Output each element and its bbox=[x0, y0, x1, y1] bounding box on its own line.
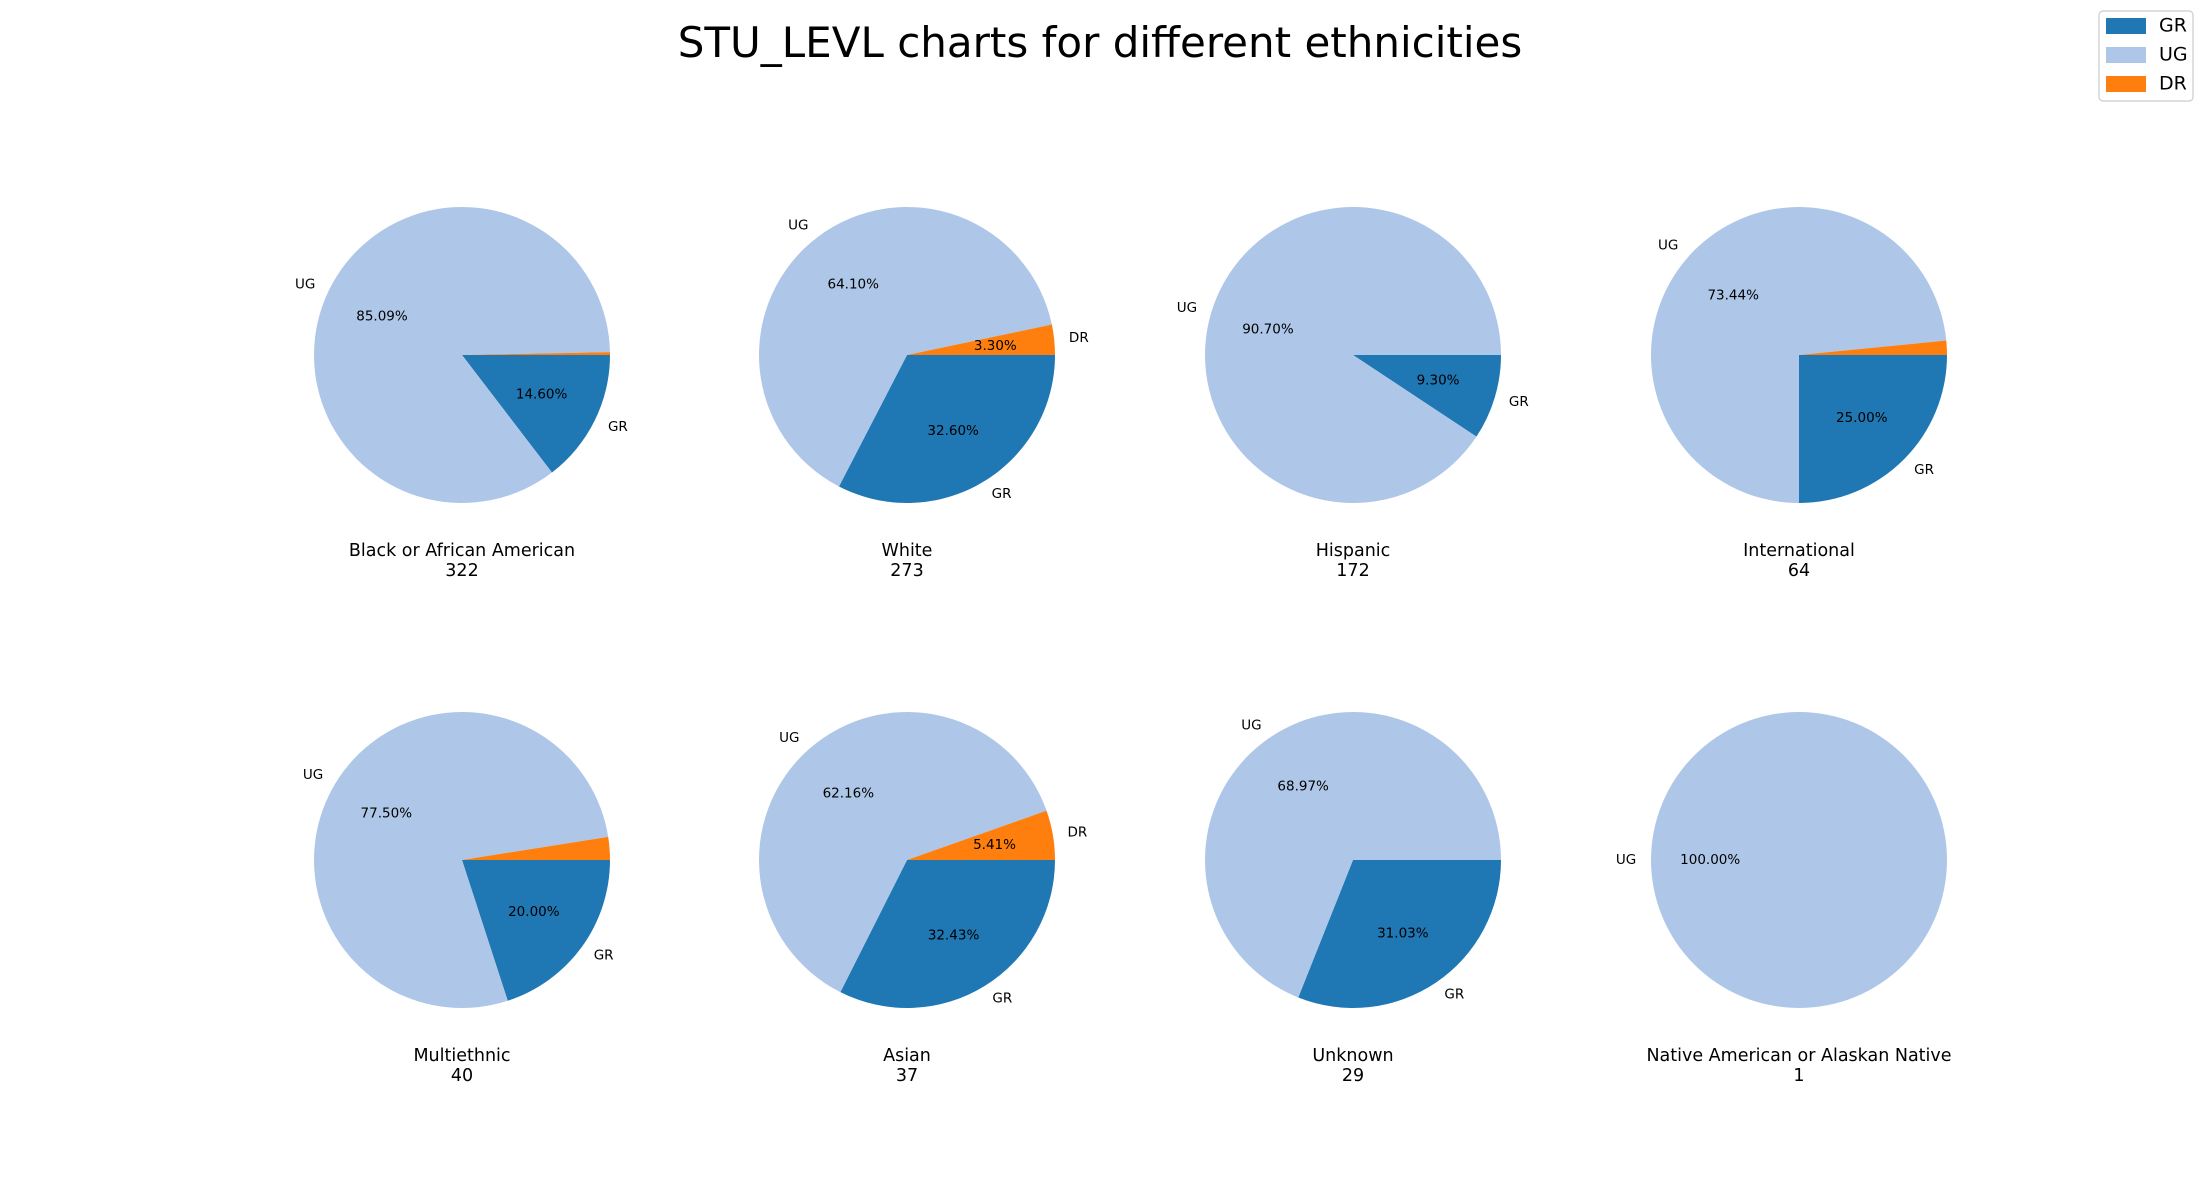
count-label: 40 bbox=[451, 1066, 473, 1086]
ethnicity-label: Unknown bbox=[1312, 1046, 1393, 1066]
count-label: 273 bbox=[890, 561, 923, 581]
ethnicity-label: Hispanic bbox=[1316, 541, 1391, 561]
pie-slice-gr bbox=[1799, 355, 1947, 503]
slice-percent-label: 5.41% bbox=[973, 837, 1016, 853]
slice-category-label: UG bbox=[1177, 300, 1197, 316]
legend-entry-label: UG bbox=[2159, 44, 2188, 66]
pie-slice-ug bbox=[313, 206, 610, 503]
pie-slice-ug bbox=[1205, 206, 1501, 503]
chart-title: STU_LEVL charts for different ethnicitie… bbox=[678, 18, 1523, 67]
slice-category-label: UG bbox=[303, 767, 323, 783]
count-label: 172 bbox=[1336, 561, 1369, 581]
pie-slice-ug bbox=[758, 711, 1047, 993]
legend-swatch-dr bbox=[2106, 76, 2146, 92]
slice-percent-label: 68.97% bbox=[1277, 779, 1329, 795]
slice-percent-label: 25.00% bbox=[1836, 410, 1888, 426]
pie-slice-gr bbox=[462, 860, 610, 1001]
pie-slice-dr bbox=[907, 810, 1055, 860]
slice-category-label: GR bbox=[992, 991, 1012, 1007]
count-label: 37 bbox=[896, 1066, 918, 1086]
slice-category-label: GR bbox=[594, 948, 614, 964]
pie-slice-gr bbox=[840, 860, 1055, 1008]
pie-slice-ug bbox=[1205, 711, 1501, 998]
slice-category-label: UG bbox=[1658, 238, 1678, 254]
pie-slice-dr bbox=[462, 836, 610, 860]
legend-swatch-gr bbox=[2106, 18, 2146, 34]
slice-percent-label: 9.30% bbox=[1417, 373, 1460, 389]
pie-slice-ug bbox=[758, 206, 1052, 487]
slice-category-label: DR bbox=[1069, 330, 1089, 346]
ethnicity-label: Multiethnic bbox=[413, 1046, 510, 1066]
slice-percent-label: 64.10% bbox=[827, 276, 879, 292]
count-label: 1 bbox=[1793, 1066, 1804, 1086]
slice-percent-label: 77.50% bbox=[361, 806, 413, 822]
pie-slice-gr bbox=[838, 355, 1055, 503]
slice-category-label: UG bbox=[779, 730, 799, 746]
pie-slice-dr bbox=[907, 324, 1055, 355]
slice-category-label: UG bbox=[1241, 717, 1261, 733]
pie-slice-gr bbox=[1353, 355, 1501, 437]
slice-category-label: GR bbox=[1914, 462, 1934, 478]
slice-category-label: GR bbox=[992, 486, 1012, 502]
slice-percent-label: 62.16% bbox=[823, 785, 875, 801]
count-label: 29 bbox=[1342, 1066, 1364, 1086]
slice-percent-label: 100.00% bbox=[1680, 852, 1740, 868]
slice-percent-label: 31.03% bbox=[1377, 925, 1429, 941]
legend: GR UG DR bbox=[2098, 10, 2194, 102]
slice-category-label: GR bbox=[1509, 394, 1529, 410]
ethnicity-label: White bbox=[882, 541, 933, 561]
slice-category-label: DR bbox=[1067, 824, 1087, 840]
count-label: 322 bbox=[445, 561, 478, 581]
pie-slice-ug bbox=[314, 712, 609, 1009]
pie-slice-gr bbox=[462, 355, 610, 473]
legend-entry-label: GR bbox=[2159, 15, 2187, 37]
pie-slice-dr bbox=[1799, 340, 1947, 355]
pie-slice-dr bbox=[462, 352, 610, 355]
slice-category-label: GR bbox=[1444, 987, 1464, 1003]
slice-percent-label: 3.30% bbox=[974, 338, 1017, 354]
ethnicity-label: Asian bbox=[883, 1046, 931, 1066]
legend-swatch-ug bbox=[2106, 47, 2146, 63]
slice-percent-label: 32.60% bbox=[927, 423, 979, 439]
ethnicity-label: Black or African American bbox=[349, 541, 575, 561]
pie-slice-ug bbox=[1651, 712, 1947, 1008]
ethnicity-label: Native American or Alaskan Native bbox=[1646, 1046, 1951, 1066]
pie-grid: 14.60% GR 85.09% UG Black or African America… bbox=[295, 206, 1952, 1086]
slice-percent-label: 73.44% bbox=[1707, 287, 1759, 303]
count-label: 64 bbox=[1788, 561, 1810, 581]
slice-category-label: UG bbox=[1616, 852, 1636, 868]
pie-chart: 100.00% UG Native American or Alaskan Nati… bbox=[1616, 712, 1952, 1086]
pie-slice-gr bbox=[1298, 860, 1501, 1008]
ethnicity-label: International bbox=[1743, 541, 1855, 561]
legend-entry-label: DR bbox=[2159, 73, 2187, 95]
slice-category-label: UG bbox=[295, 276, 315, 292]
pie-chart: 14.60% GR 85.09% UG Black or African America… bbox=[295, 206, 628, 581]
slice-percent-label: 14.60% bbox=[516, 386, 568, 402]
pie-slice-ug bbox=[1651, 207, 1947, 503]
slice-category-label: GR bbox=[608, 419, 628, 435]
slice-percent-label: 32.43% bbox=[928, 928, 980, 944]
slice-category-label: UG bbox=[788, 217, 808, 233]
slice-percent-label: 90.70% bbox=[1242, 321, 1294, 337]
slice-percent-label: 85.09% bbox=[356, 308, 408, 324]
slice-percent-label: 20.00% bbox=[508, 904, 560, 920]
